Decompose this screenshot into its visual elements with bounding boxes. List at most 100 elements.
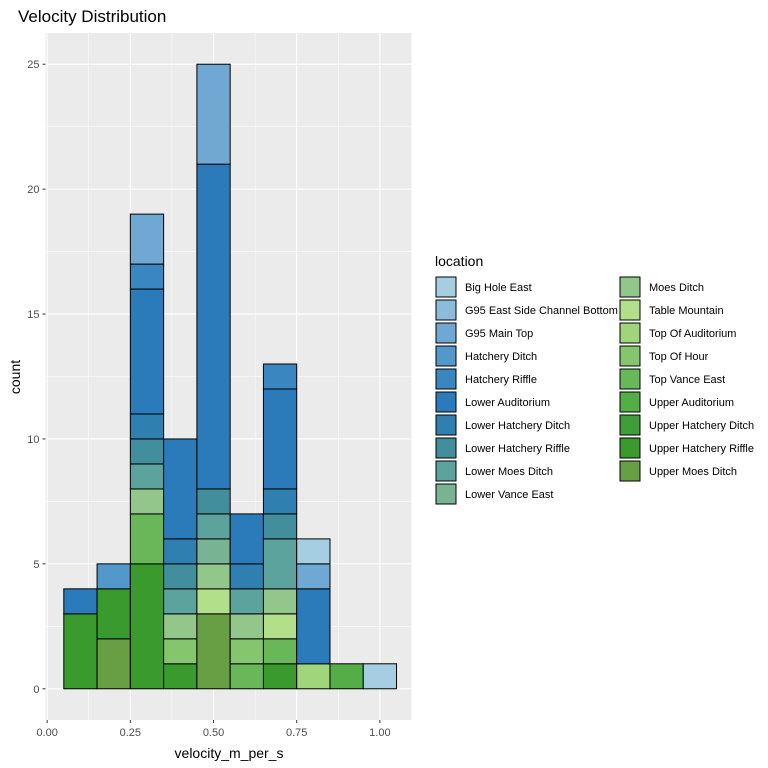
legend-key <box>619 437 641 459</box>
bar-segment <box>163 438 198 540</box>
legend-label: G95 Main Top <box>465 328 533 340</box>
bar-segment <box>196 513 231 540</box>
bar-segment <box>129 563 165 690</box>
bar-segment <box>329 663 364 690</box>
bar-segment <box>229 563 264 590</box>
bar-segment <box>129 438 165 465</box>
legend-label: Upper Hatchery Riffle <box>649 443 754 455</box>
legend-key <box>619 322 641 344</box>
bar-segment <box>96 563 131 590</box>
legend-key <box>619 368 641 390</box>
bar-segment <box>296 588 331 665</box>
y-tick-label: 25 <box>27 59 39 71</box>
legend-label: Lower Moes Ditch <box>465 466 553 478</box>
legend-label: Upper Hatchery Ditch <box>649 420 754 432</box>
bar-segment <box>262 388 298 490</box>
legend-label: Moes Ditch <box>649 282 704 294</box>
bar-segment <box>163 563 198 590</box>
legend-label: Table Mountain <box>649 305 724 317</box>
legend-key <box>619 391 641 413</box>
bar-segment <box>163 638 198 665</box>
legend-key <box>435 345 457 367</box>
bar-segment <box>196 163 231 490</box>
x-tick-label: 0.25 <box>120 727 141 739</box>
y-tick-label: 15 <box>27 309 39 321</box>
y-tick-label: 0 <box>33 684 39 696</box>
y-axis-title: count <box>7 360 23 394</box>
bar-segment <box>362 663 398 690</box>
legend-label: G95 East Side Channel Bottom <box>465 305 618 317</box>
legend-key <box>435 299 457 321</box>
legend-label: Lower Auditorium <box>465 397 550 409</box>
bar-segment <box>296 663 331 690</box>
bar-segment <box>262 588 298 615</box>
legend-key <box>435 414 457 436</box>
bar-segment <box>262 513 298 540</box>
legend-key <box>619 345 641 367</box>
bar-segment <box>96 638 131 690</box>
legend-title: location <box>435 253 483 269</box>
legend-label: Top Of Auditorium <box>649 328 736 340</box>
bar-segment <box>96 588 131 640</box>
legend-key <box>619 276 641 298</box>
y-axis: 0 5 10 15 20 25 <box>27 59 46 696</box>
legend-key <box>435 276 457 298</box>
bar-segment <box>129 463 165 490</box>
legend-label: Upper Auditorium <box>649 397 734 409</box>
x-tick-label: 0.75 <box>286 727 307 739</box>
bar-segment <box>129 413 165 440</box>
bar-segment <box>296 563 331 590</box>
bar-segment <box>129 288 165 415</box>
legend-label: Top Of Hour <box>649 351 709 363</box>
y-tick-label: 5 <box>33 559 39 571</box>
bar-segment <box>229 513 264 565</box>
x-axis: 0.00 0.25 0.50 0.75 1.00 <box>36 720 391 739</box>
legend-label: Upper Moes Ditch <box>649 466 737 478</box>
bar-segment <box>196 563 231 590</box>
bar-segment <box>196 63 231 165</box>
y-tick-label: 20 <box>27 184 39 196</box>
legend-key <box>435 391 457 413</box>
x-tick-label: 0.00 <box>36 727 57 739</box>
bar-segment <box>196 613 231 690</box>
x-axis-title: velocity_m_per_s <box>175 745 284 761</box>
bar-segment <box>262 638 298 665</box>
bar-segment <box>229 638 264 665</box>
bar-segment <box>63 613 98 690</box>
legend-label: Lower Vance East <box>465 489 553 501</box>
bar-segment <box>163 538 198 565</box>
legend-label: Lower Hatchery Riffle <box>465 443 570 455</box>
bar-segment <box>262 613 298 640</box>
legend-key <box>435 322 457 344</box>
legend-key <box>435 483 457 505</box>
y-tick-label: 10 <box>27 434 39 446</box>
bar-segment <box>163 613 198 640</box>
bar-segment <box>163 663 198 690</box>
legend-key <box>435 368 457 390</box>
bar-segment <box>196 588 231 615</box>
bar-segment <box>196 488 231 515</box>
x-tick-label: 0.50 <box>203 727 224 739</box>
chart-title: Velocity Distribution <box>18 7 166 26</box>
legend-key <box>619 299 641 321</box>
bar-segment <box>262 663 298 690</box>
bars <box>63 63 398 690</box>
legend-label: Lower Hatchery Ditch <box>465 420 570 432</box>
bar-segment <box>262 363 298 390</box>
legend-key <box>619 414 641 436</box>
legend: location Big Hole East G95 East Side Chan… <box>435 253 754 505</box>
bar-segment <box>229 663 264 690</box>
legend-label: Hatchery Riffle <box>465 374 537 386</box>
bar-segment <box>129 488 165 515</box>
bar-segment <box>262 488 298 515</box>
legend-label: Big Hole East <box>465 282 532 294</box>
bar-segment <box>129 513 165 565</box>
bar-segment <box>296 538 331 565</box>
bar-segment <box>229 588 264 615</box>
legend-key <box>435 460 457 482</box>
bar-segment <box>229 613 264 640</box>
bar-segment <box>262 538 298 590</box>
bar-segment <box>163 588 198 615</box>
legend-key <box>619 460 641 482</box>
